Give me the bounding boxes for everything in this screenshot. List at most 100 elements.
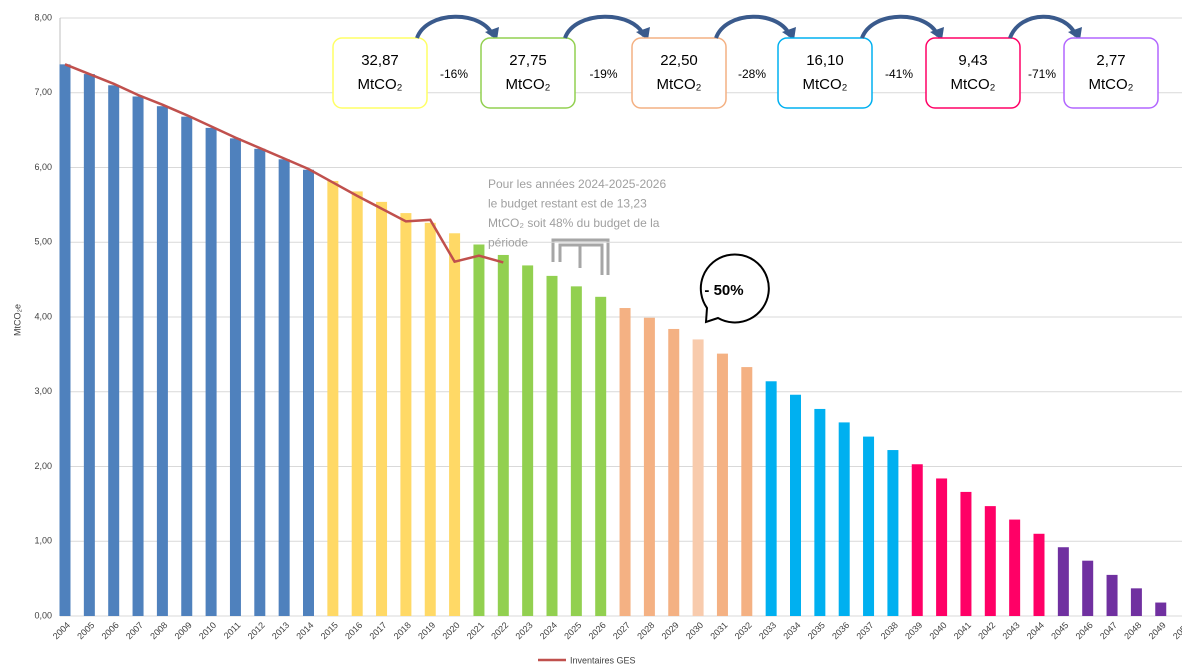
arrow [714,14,792,39]
x-tick-label: 2031 [708,620,729,641]
bar [936,478,948,616]
legend-label: Inventaires GES [570,655,636,665]
bar [83,74,95,616]
bar [570,286,582,616]
note-line: le budget restant est de 13,23 [488,197,647,211]
x-tick-label: 2004 [51,620,72,641]
x-tick-label: 2048 [1122,620,1143,641]
arrow [860,14,940,39]
y-axis-label: MtCO₂e [12,304,22,336]
x-tick-label: 2005 [75,620,96,641]
bar [863,436,875,616]
callout-bubble [699,253,770,324]
x-tick-label: 2006 [100,620,121,641]
x-tick-label: 2013 [270,620,291,641]
x-tick-label: 2042 [976,620,997,641]
x-tick-label: 2022 [489,620,510,641]
bar [887,450,899,616]
budget-amount: 27,75 [509,52,547,69]
y-tick-label: 8,00 [34,12,52,22]
budget-amount: 22,50 [660,52,698,69]
bar [643,317,655,616]
bar [1033,533,1045,616]
y-tick-label: 7,00 [34,87,52,97]
x-tick-label: 2035 [806,620,827,641]
bar [108,85,120,616]
budget-unit: MtCO₂ [1089,76,1134,93]
bar [351,191,363,617]
x-tick-label: 2037 [854,620,875,641]
x-tick-label: 2041 [952,620,973,641]
y-tick-label: 6,00 [34,162,52,172]
reduction-label: -71% [1028,67,1056,81]
bar [692,339,704,616]
arrow-head [485,27,499,40]
x-tick-label: 2039 [903,620,924,641]
arrow [563,14,646,39]
bar [790,394,801,616]
bar [303,169,314,616]
y-tick-label: 2,00 [34,461,52,471]
x-tick-label: 2043 [1001,620,1022,641]
x-tick-label: 2011 [222,620,243,641]
bar [1057,547,1069,616]
x-tick-label: 2030 [684,620,705,641]
x-tick-label: 2036 [830,620,851,641]
x-tick-label: 2007 [124,620,145,641]
bar [619,308,631,616]
x-tick-label: 2019 [416,620,437,641]
bar [595,296,607,616]
y-tick-label: 0,00 [34,610,52,620]
x-tick-label: 2025 [562,620,583,641]
budget-amount: 9,43 [958,52,987,69]
note-line: Pour les années 2024-2025-2026 [488,177,666,191]
bar [181,116,193,617]
arrow-head [636,27,650,40]
bar [156,106,168,616]
x-tick-label: 2023 [514,620,535,641]
x-tick-label: 2044 [1025,620,1046,641]
budget-unit: MtCO₂ [803,76,848,93]
bar [1009,519,1021,616]
x-tick-label: 2020 [440,620,461,641]
bar [668,328,680,616]
note-line: MtCO₂ soit 48% du budget de la [488,216,660,230]
budget-box [631,37,727,109]
reduction-label: -41% [885,67,913,81]
x-tick-label: 2033 [757,620,778,641]
y-tick-label: 5,00 [34,237,52,247]
budget-unit: MtCO₂ [951,76,996,93]
x-tick-label: 2016 [343,620,364,641]
arrow-head [1068,27,1082,40]
arrow-head [782,27,796,40]
bar [814,408,826,616]
x-tick-label: 2015 [319,620,340,641]
bar [765,381,777,616]
bar [522,265,534,616]
note-line: période [488,236,528,250]
bar [497,254,509,616]
reduction-label: -16% [440,67,468,81]
x-tick-label: 2047 [1098,620,1119,641]
x-tick-label: 2014 [294,620,315,641]
x-tick-label: 2024 [538,620,559,641]
arrow-head [930,27,944,40]
line-series [64,63,504,264]
bar [132,96,144,617]
bar [424,222,436,616]
budget-box [332,37,428,109]
x-tick-label: 2038 [879,620,900,641]
budget-amount: 32,87 [361,52,399,69]
budget-unit: MtCO₂ [358,76,403,93]
x-tick-label: 2029 [660,620,681,641]
budget-box [777,37,873,109]
bar [741,367,753,616]
callout-text: - 50% [704,282,743,299]
budget-box [480,37,576,109]
reduction-label: -19% [589,67,617,81]
bar [229,138,241,616]
x-tick-label: 2027 [611,620,632,641]
bar [205,127,217,616]
